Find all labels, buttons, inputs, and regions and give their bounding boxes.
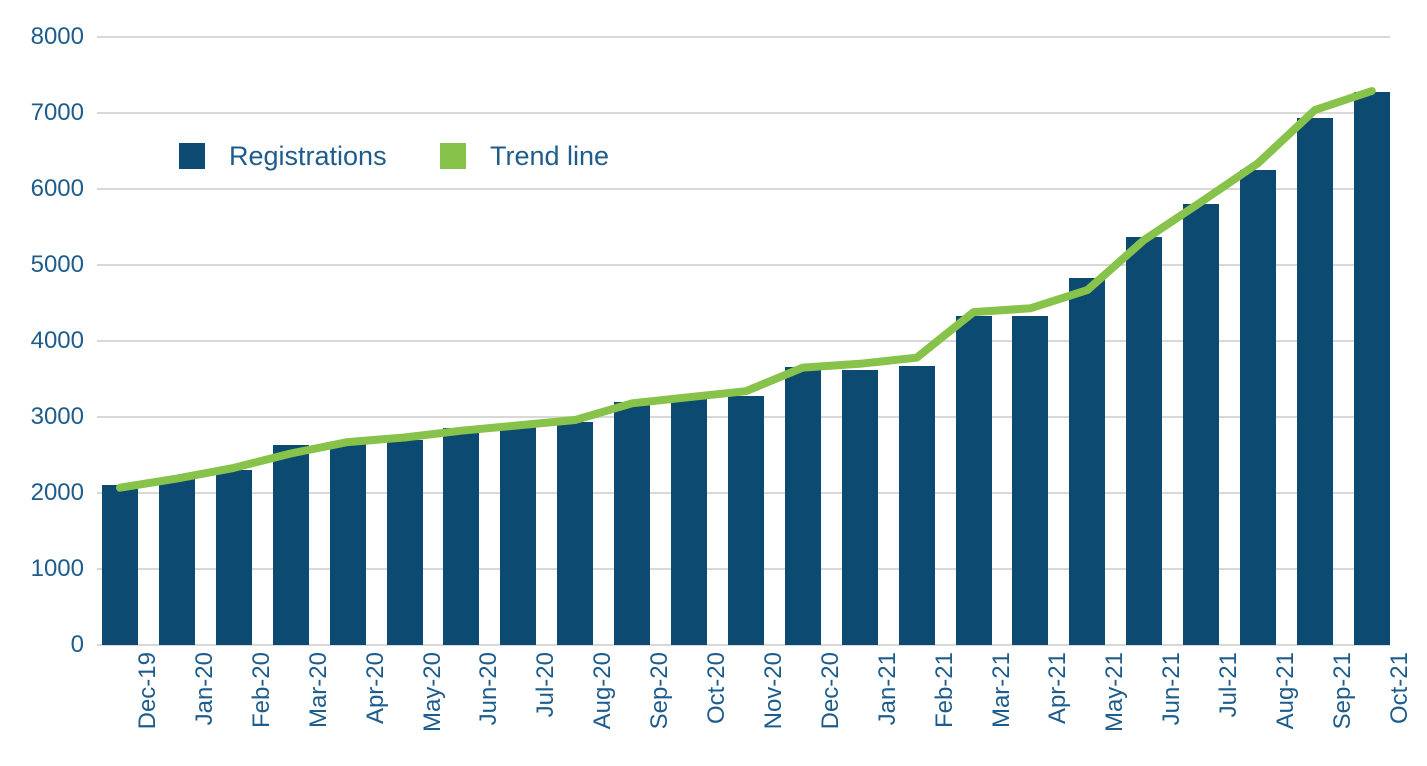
legend-item-registrations: Registrations xyxy=(179,141,387,171)
x-axis-tick-label: Nov-20 xyxy=(759,652,787,730)
registrations-bar xyxy=(557,421,594,645)
registrations-bar xyxy=(1012,315,1049,645)
registrations-bar xyxy=(1296,117,1333,645)
legend-label-trend: Trend line xyxy=(490,140,610,171)
x-axis-tick-label: Feb-20 xyxy=(247,652,275,729)
x-axis-tick-label: May-21 xyxy=(1101,652,1129,733)
registrations-bar xyxy=(1353,91,1390,645)
registrations-bar xyxy=(1069,277,1106,645)
x-axis-tick-label: Dec-19 xyxy=(134,652,161,730)
y-axis-tick-label: 0 xyxy=(70,631,84,658)
registrations-bar xyxy=(784,366,821,645)
x-axis-tick-label: Aug-20 xyxy=(589,652,617,730)
registrations-bar xyxy=(272,445,309,645)
y-axis-tick-label: 5000 xyxy=(30,251,84,278)
x-axis-tick-label: Mar-21 xyxy=(987,652,1015,729)
registrations-bar xyxy=(215,470,252,645)
x-axis-tick-label: May-20 xyxy=(418,652,446,733)
registrations-bar xyxy=(443,427,480,645)
registrations-swatch-icon xyxy=(179,143,205,169)
legend-item-trend: Trend line xyxy=(440,141,609,171)
y-axis-tick-label: 3000 xyxy=(30,403,84,430)
x-axis-tick: Jul-21 xyxy=(1215,652,1280,717)
registrations-bar xyxy=(727,395,764,645)
x-axis: Dec-19 Jan-20 Feb-20 Mar-20 Apr-20 May-20 Jun-… xyxy=(97,652,1413,766)
registrations-bar xyxy=(841,369,878,645)
registrations-bar xyxy=(158,479,195,645)
x-axis-tick-label: Jul-21 xyxy=(1215,652,1243,718)
registrations-bar xyxy=(898,366,935,645)
x-axis-tick-label: Apr-20 xyxy=(361,652,389,725)
registrations-bar xyxy=(1126,236,1163,645)
registrations-bar xyxy=(500,423,537,645)
y-axis-tick-label: 8000 xyxy=(30,23,84,50)
x-axis-tick: Jul-20 xyxy=(532,652,597,717)
x-axis-tick-label: Sep-20 xyxy=(646,652,674,730)
x-axis-tick-label: Aug-21 xyxy=(1272,652,1299,730)
x-axis-tick-label: Dec-20 xyxy=(816,652,844,730)
y-axis-tick-label: 1000 xyxy=(30,555,84,582)
x-axis-tick-label: Jun-21 xyxy=(1158,652,1186,726)
x-axis-tick-label: Oct-20 xyxy=(703,652,730,725)
gridline xyxy=(97,644,1390,646)
registrations-bar xyxy=(671,398,707,645)
x-axis-tick-label: Jan-21 xyxy=(873,652,901,726)
x-axis-tick-label: Jun-20 xyxy=(475,652,503,726)
registrations-bar xyxy=(1183,204,1220,645)
registrations-bar xyxy=(614,401,651,645)
x-axis-tick: Oct-21 xyxy=(1386,652,1427,724)
x-axis-tick-label: Oct-21 xyxy=(1385,652,1413,725)
y-axis-tick-label: 4000 xyxy=(30,327,84,354)
x-axis-tick-label: Apr-21 xyxy=(1044,652,1072,725)
plot-area: Registrations Trend line xyxy=(97,37,1390,645)
registrations-bar xyxy=(955,315,992,645)
x-axis-tick-label: Feb-21 xyxy=(930,652,958,729)
x-axis-tick-label: Mar-20 xyxy=(304,652,332,729)
registrations-bar xyxy=(1240,170,1276,645)
y-axis-tick-label: 6000 xyxy=(30,175,84,202)
gridline xyxy=(97,36,1390,38)
x-axis-tick-label: Sep-21 xyxy=(1328,652,1356,730)
x-axis-tick-label: Jan-20 xyxy=(190,652,218,726)
y-axis-tick-label: 7000 xyxy=(30,99,84,126)
registrations-bar xyxy=(102,485,138,645)
x-axis-tick-label: Jul-20 xyxy=(532,652,560,718)
y-axis-tick-label: 2000 xyxy=(30,479,84,506)
trend-swatch-icon xyxy=(440,143,466,169)
legend-label-registrations: Registrations xyxy=(229,140,387,171)
registrations-bar xyxy=(329,442,366,645)
registrations-bar xyxy=(386,439,423,645)
